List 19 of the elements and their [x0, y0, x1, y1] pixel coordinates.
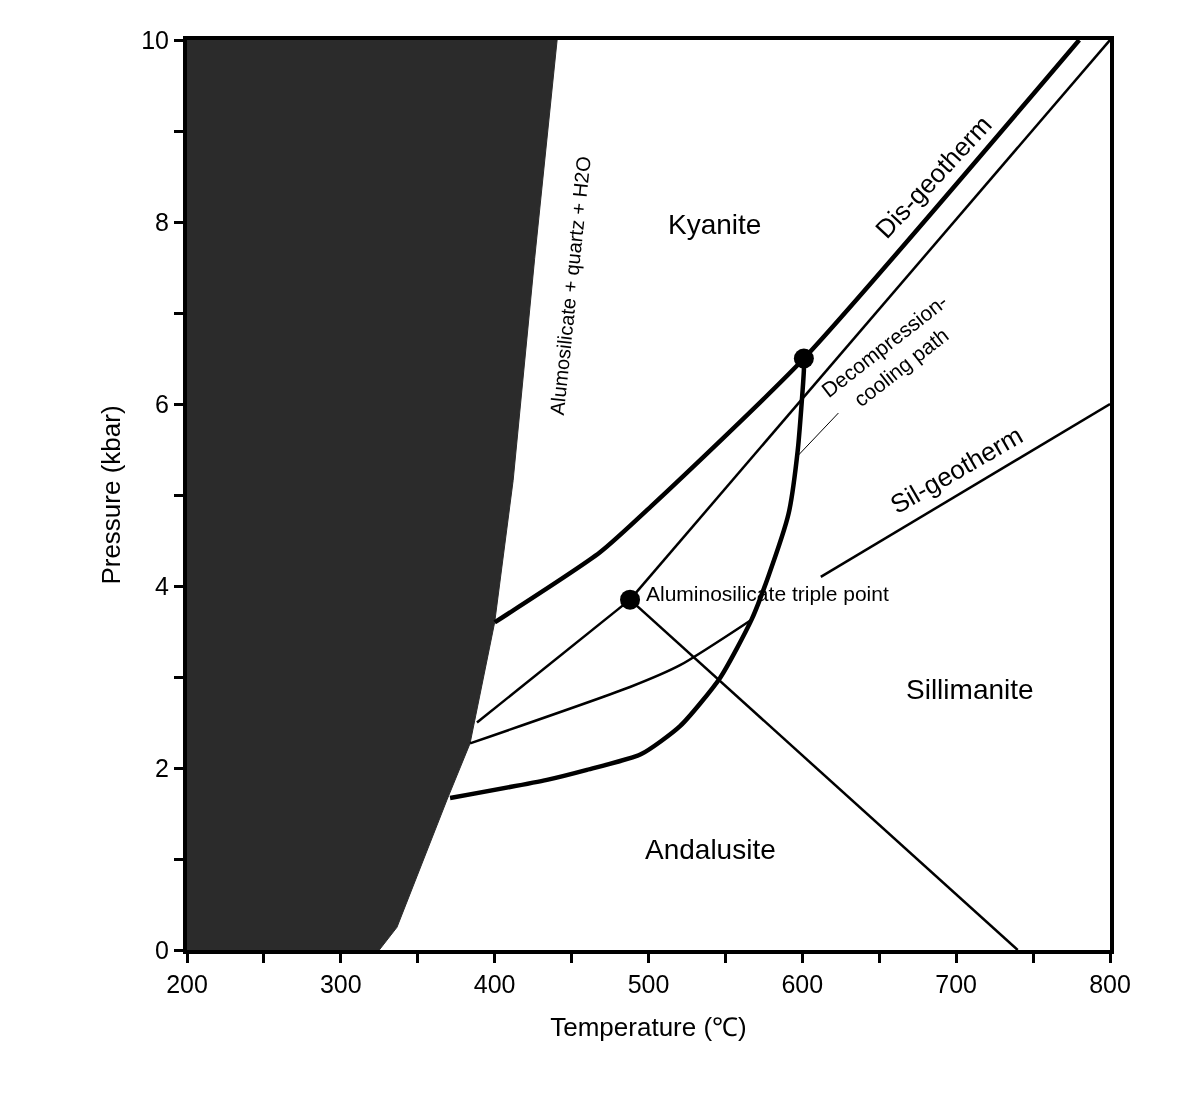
- annotation: Kyanite: [668, 209, 762, 240]
- y-tick-label: 6: [155, 389, 169, 418]
- x-tick-label: 700: [935, 970, 978, 998]
- y-tick-label: 0: [155, 935, 169, 964]
- x-tick-label: 300: [319, 970, 362, 998]
- x-tick-label: 400: [473, 970, 516, 998]
- y-tick-label: 8: [155, 207, 169, 236]
- annotation: Andalusite: [645, 834, 776, 865]
- x-axis-title: Temperature (℃): [550, 1012, 747, 1043]
- x-tick-label: 600: [781, 970, 824, 998]
- annotation: Sillimanite: [906, 674, 1034, 705]
- y-axis-title: Pressure (kbar): [96, 405, 127, 585]
- y-tick-label: 10: [141, 25, 169, 54]
- x-tick-label: 800: [1089, 970, 1131, 998]
- y-tick-label: 2: [155, 753, 169, 782]
- x-tick-label: 200: [166, 970, 208, 998]
- annotation: Alumosilicate + quartz + H2O: [545, 155, 595, 417]
- x-tick-label: 500: [627, 970, 670, 998]
- y-tick-label: 4: [155, 571, 170, 600]
